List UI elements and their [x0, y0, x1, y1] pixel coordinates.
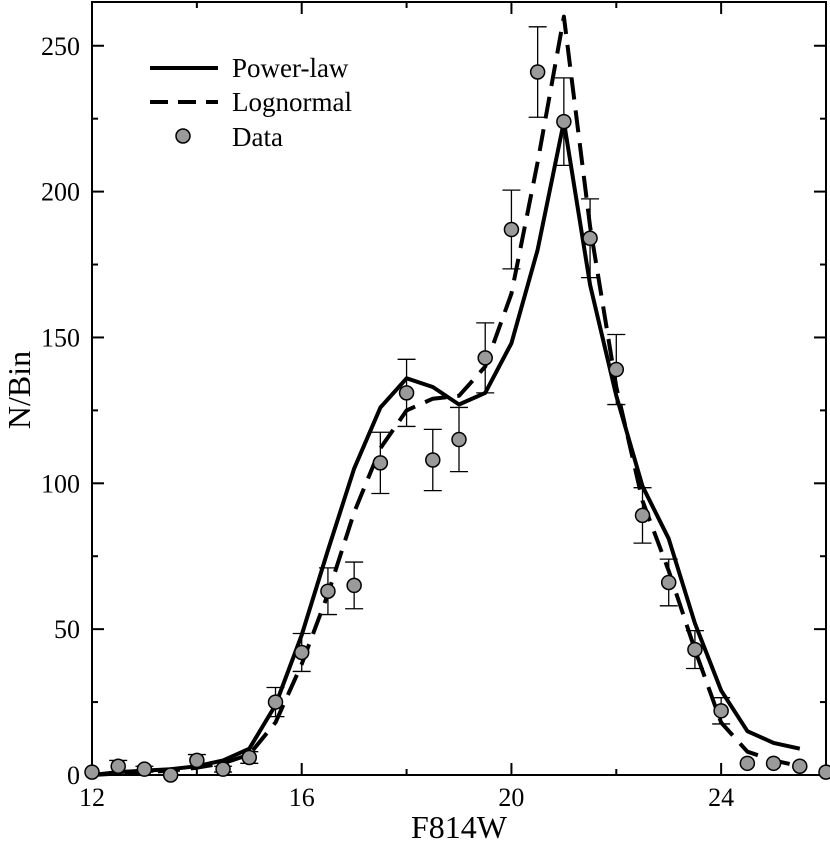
data-point — [792, 758, 808, 774]
data-point — [818, 764, 830, 780]
legend-swatch-data — [175, 128, 191, 144]
x-tick-label: 16 — [289, 783, 315, 812]
y-tick-label: 150 — [41, 323, 80, 352]
y-axis-title: N/Bin — [1, 351, 37, 429]
data-point — [713, 703, 729, 719]
data-point — [293, 644, 310, 661]
legend-label-data: Data — [232, 122, 283, 152]
data-point — [320, 583, 336, 599]
data-point — [136, 761, 153, 777]
legend-label-lognormal: Lognormal — [232, 87, 352, 117]
y-tick-label: 0 — [67, 761, 80, 790]
data-point — [477, 350, 493, 366]
data-point — [215, 761, 231, 777]
data-point — [582, 230, 598, 247]
data-point — [84, 764, 100, 780]
plot-frame — [91, 1, 827, 776]
series-line-power-law — [91, 119, 801, 777]
data-point — [425, 452, 441, 468]
data-point — [634, 507, 651, 524]
y-tick-label: 50 — [54, 615, 80, 644]
data-point — [765, 755, 782, 772]
data-point — [398, 385, 415, 401]
series-line-lognormal — [91, 14, 801, 777]
x-tick-label: 12 — [79, 783, 105, 812]
data-point — [503, 221, 520, 238]
data-point — [372, 455, 389, 471]
data-point — [241, 749, 258, 766]
data-point — [556, 113, 572, 130]
data-point — [110, 758, 126, 774]
data-point — [451, 431, 467, 448]
legend: Power-law Lognormal Data — [150, 53, 352, 152]
data-point — [162, 767, 179, 783]
y-tick-label: 250 — [41, 32, 80, 61]
data-point — [189, 752, 205, 769]
data-point — [267, 694, 284, 710]
data-point — [739, 755, 756, 772]
x-tick-label: 20 — [498, 783, 524, 812]
x-axis-title: F814W — [411, 809, 508, 845]
series-lines — [91, 14, 801, 777]
x-tick-label: 24 — [708, 783, 734, 812]
data-point — [346, 577, 362, 594]
data-markers — [84, 26, 830, 783]
y-tick-label: 100 — [41, 469, 80, 498]
legend-label-power-law: Power-law — [232, 53, 349, 83]
data-point — [660, 574, 677, 591]
data-point — [687, 641, 703, 658]
ticks: 12 16 20 24 0 50 100 150 200 250 — [41, 2, 826, 812]
data-point — [608, 361, 625, 378]
data-point — [529, 64, 546, 80]
y-tick-label: 200 — [41, 178, 80, 207]
